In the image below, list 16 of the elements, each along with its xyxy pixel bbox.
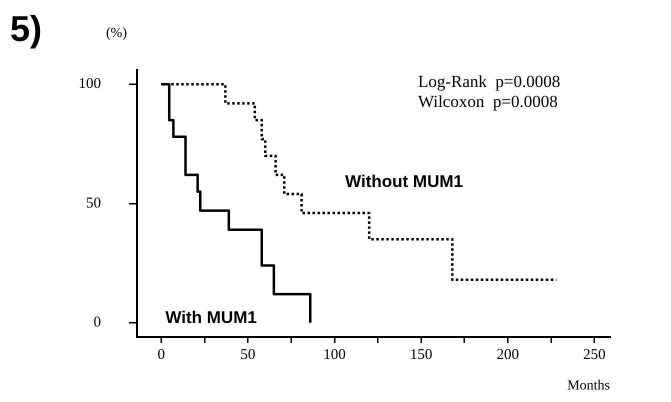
annotation: Log-Rank p=0.0008	[418, 72, 560, 92]
chart-title: 5)	[10, 8, 42, 50]
x-tick-label: 250	[583, 346, 606, 363]
y-tick-label: 50	[86, 195, 101, 212]
series-label: Without MUM1	[345, 172, 463, 191]
x-tick-label: 150	[410, 346, 432, 363]
annotation: Wilcoxon p=0.0008	[418, 92, 559, 112]
y-tick-label: 0	[94, 314, 101, 331]
series-label: With MUM1	[165, 308, 257, 327]
y-tick-label: 100	[78, 76, 101, 92]
x-tick-label: 0	[158, 346, 166, 363]
x-tick-label: 50	[240, 346, 256, 363]
x-tick-label: 200	[496, 346, 520, 363]
y-axis-title: (%)	[106, 26, 127, 42]
x-axis-title: Months	[567, 378, 610, 394]
x-tick-label: 100	[323, 346, 346, 363]
